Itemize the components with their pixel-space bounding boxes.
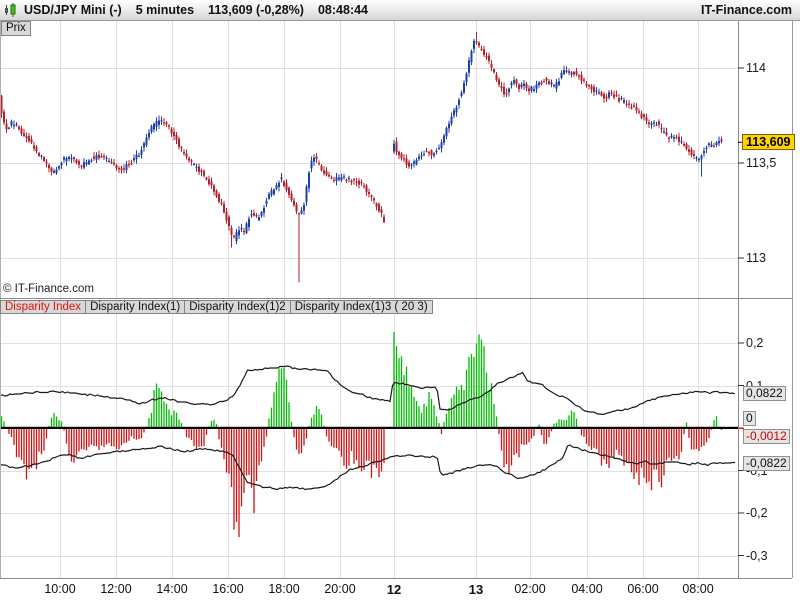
indicator-value-badge-2: -0,0012	[743, 429, 790, 444]
indicator-tab-3[interactable]: Disparity Index(1)3 ( 20 3)	[289, 300, 433, 314]
price-axis-label-1: 113,5	[746, 155, 779, 171]
clock: 08:48:44	[317, 3, 369, 17]
time-axis-label-10: 06:00	[627, 582, 659, 596]
indicator-axis-label-0: 0,2	[746, 336, 764, 350]
candlestick-series	[0, 31, 723, 283]
indicator-value-badge-0: 0,0822	[743, 386, 786, 401]
time-axis-label-7: 13	[468, 582, 484, 597]
title-bar: USD/JPY Mini (-) 5 minutes 113,609 (-0,2…	[0, 0, 800, 21]
timeframe-label: 5 minutes	[135, 3, 195, 17]
time-axis-label-8: 02:00	[514, 582, 546, 596]
brand-label: IT-Finance.com	[701, 3, 792, 17]
indicator-axis-label-3: -0,2	[746, 506, 768, 520]
copyright-watermark: © IT-Finance.com	[3, 283, 94, 295]
indicator-tab-2[interactable]: Disparity Index(1)2	[184, 300, 291, 314]
time-axis-label-5: 20:00	[324, 582, 356, 596]
disparity-histogram	[0, 331, 723, 538]
time-axis-label-4: 18:00	[268, 582, 300, 596]
instrument-name: USD/JPY Mini (-)	[24, 3, 122, 17]
zero-line	[0, 426, 738, 429]
indicator-tab-0[interactable]: Disparity Index	[0, 300, 87, 314]
time-axis-label-6: 12	[386, 582, 402, 597]
time-axis-label-2: 14:00	[156, 582, 188, 596]
upper-band-line	[0, 365, 736, 416]
candlestick-icon	[3, 2, 19, 18]
indicator-tab-1[interactable]: Disparity Index(1)	[85, 300, 186, 314]
time-axis-label-3: 16:00	[212, 582, 244, 596]
time-axis-label-9: 04:00	[571, 582, 603, 596]
last-quote: 113,609 (-0,28%)	[208, 3, 304, 17]
indicator-tabs: Disparity Index Disparity Index(1) Dispari…	[0, 300, 433, 314]
last-price-badge: 113,609	[742, 134, 795, 150]
indicator-value-badge-1: 0	[743, 411, 756, 426]
time-axis-label-0: 10:00	[44, 582, 76, 596]
time-axis-label-11: 08:00	[682, 582, 714, 596]
price-axis-label-0: 114	[746, 60, 768, 76]
lower-band-line	[0, 444, 735, 491]
price-tab[interactable]: Prix	[1, 21, 31, 36]
indicator-value-badge-3: -0,0822	[743, 456, 790, 471]
price-axis-label-2: 113	[746, 250, 768, 266]
indicator-axis-label-4: -0,3	[746, 549, 768, 563]
time-axis-label-1: 12:00	[100, 582, 132, 596]
